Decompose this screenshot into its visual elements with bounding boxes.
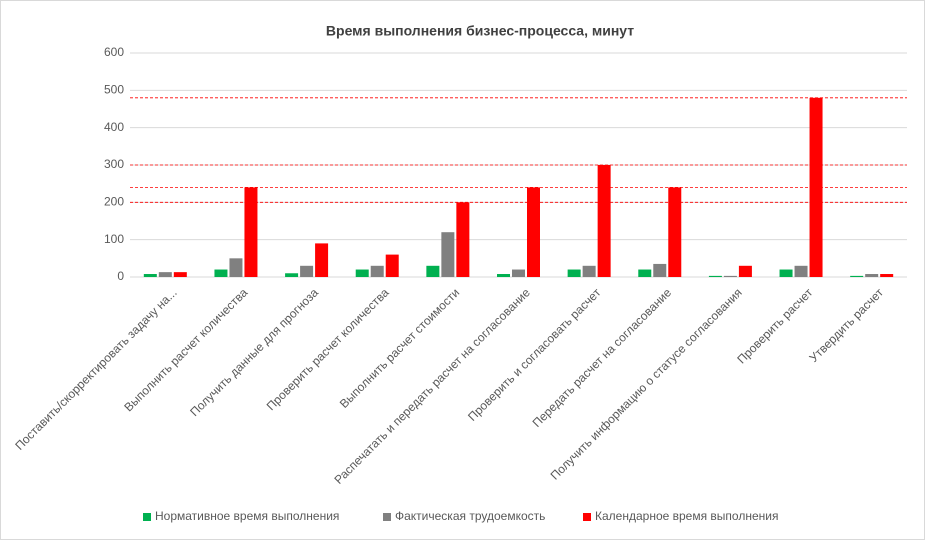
y-tick-label: 100 [104,232,124,246]
bar [638,269,652,277]
bar [456,202,470,277]
bar [809,97,823,277]
legend-swatch [583,513,591,521]
bar [355,269,369,277]
bar [441,232,455,277]
legend-swatch [383,513,391,521]
bar [229,258,243,277]
legend-label: Фактическая трудоемкость [395,509,545,523]
bar [285,273,299,277]
bar [779,269,793,277]
bar [143,274,157,277]
chart-title: Время выполнения бизнес-процесса, минут [326,23,634,39]
bar [723,275,737,277]
bar [653,263,667,277]
bar [668,187,682,277]
bar [158,272,172,277]
legend-swatch [143,513,151,521]
bar [708,275,722,277]
legend-label: Нормативное время выполнения [155,509,339,523]
bar [850,275,864,277]
y-tick-label: 600 [104,45,124,59]
bar [738,265,752,277]
bar [214,269,228,277]
bar [512,269,525,277]
y-tick-label: 300 [104,157,124,171]
y-tick-label: 200 [104,195,124,209]
bar [426,265,440,277]
bar [880,274,894,277]
bar [794,265,808,277]
bar [385,254,399,277]
bar [527,187,540,277]
bar [497,274,510,277]
y-tick-label: 400 [104,120,124,134]
bar [244,187,258,277]
bar [567,269,581,277]
bar [597,165,611,277]
y-tick-label: 0 [117,269,124,283]
bar [173,272,187,277]
y-tick-label: 500 [104,83,124,97]
bar [582,265,596,277]
bar [865,274,879,277]
legend-label: Календарное время выполнения [595,509,778,523]
bar [300,265,314,277]
bar [315,243,329,277]
bar [370,265,384,277]
